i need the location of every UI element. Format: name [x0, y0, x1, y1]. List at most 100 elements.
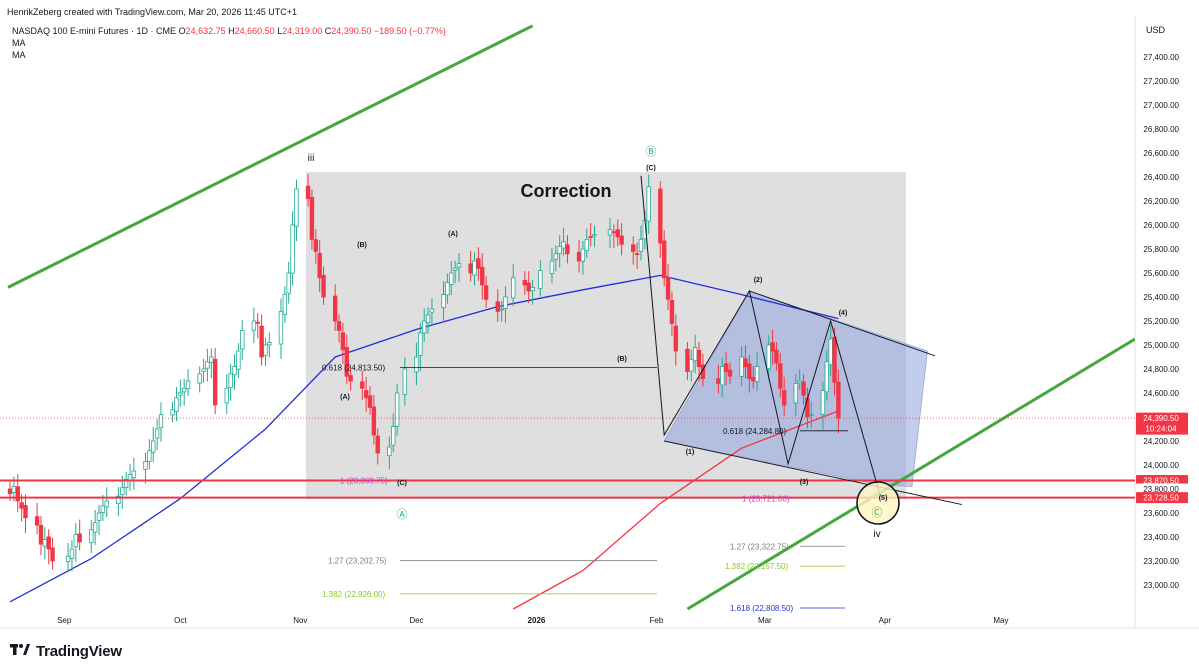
candle	[673, 314, 679, 366]
candle	[259, 314, 264, 366]
candle	[391, 413, 396, 453]
y-tick-label: 27,000.00	[1143, 101, 1179, 110]
candle	[100, 494, 106, 521]
ma-indicator-1[interactable]: MA	[12, 38, 26, 48]
candle	[267, 332, 272, 358]
candle-body	[611, 231, 617, 234]
candle	[414, 342, 419, 386]
wave-label: (B)	[357, 242, 367, 249]
candle-body	[181, 387, 187, 393]
candle	[282, 286, 288, 323]
tradingview-logo[interactable]: TradingView	[10, 641, 122, 661]
candle-body	[739, 356, 744, 377]
candle	[452, 260, 458, 284]
y-tick-label: 26,800.00	[1143, 125, 1179, 134]
wave-label: (C)	[646, 165, 656, 172]
correction-title: Correction	[520, 181, 611, 201]
candle-body	[584, 238, 589, 252]
candle	[592, 225, 597, 248]
price-axis-badge-value: 24,390.50	[1143, 414, 1179, 423]
y-tick-label: 25,800.00	[1143, 245, 1179, 254]
candle-body	[692, 346, 698, 362]
candle-body	[483, 285, 489, 300]
candle	[646, 174, 651, 234]
candle	[661, 230, 667, 287]
candle-body	[278, 310, 284, 345]
candle-body	[828, 338, 833, 365]
candle	[418, 323, 423, 371]
candle-body	[174, 397, 179, 412]
change-value: −189.50 (−0.77%)	[373, 26, 446, 36]
candle	[240, 319, 245, 360]
fib-level-label: 0.618 (24,284.80)	[723, 427, 786, 436]
candle-body	[375, 435, 380, 454]
wedge-upper-line	[749, 290, 936, 357]
candle-body	[50, 547, 55, 562]
candle	[836, 369, 841, 434]
candle	[584, 228, 589, 258]
candle-body	[120, 487, 125, 495]
candle-body	[123, 478, 129, 488]
candle	[313, 229, 319, 264]
candle	[344, 334, 349, 384]
candle	[181, 379, 187, 406]
candle-body	[778, 363, 783, 389]
candle-body	[836, 381, 841, 419]
candle	[317, 240, 322, 293]
candle	[123, 471, 129, 496]
close-label: C	[324, 26, 332, 36]
candle-body	[747, 363, 752, 379]
lower-trend-line	[686, 337, 1135, 611]
candle-body	[824, 361, 829, 393]
wedge-lower-line	[664, 440, 963, 506]
candle	[619, 223, 624, 256]
candle-body	[263, 344, 268, 356]
candle-body	[363, 390, 369, 399]
symbol-legend[interactable]: NASDAQ 100 E-mini Futures · 1D · CME O24…	[12, 25, 446, 37]
candle	[224, 374, 229, 414]
y-tick-label: 23,400.00	[1143, 533, 1179, 542]
candle	[89, 519, 94, 554]
candle	[425, 306, 431, 334]
wave-label: (5)	[879, 495, 888, 502]
candle	[209, 348, 214, 378]
candle-body	[104, 500, 109, 508]
candle	[251, 307, 257, 344]
candle-body	[549, 260, 555, 274]
candle-body	[360, 381, 365, 389]
tradingview-logo-icon	[10, 644, 30, 658]
x-tick-label: May	[993, 616, 1008, 625]
candle-body	[309, 196, 315, 240]
candle-body	[592, 234, 597, 237]
candle	[92, 510, 98, 545]
candle-body	[147, 450, 152, 462]
candle-body	[96, 512, 102, 521]
ma-line-red	[512, 410, 839, 610]
candle-body	[468, 263, 473, 274]
y-tick-label: 25,200.00	[1143, 317, 1179, 326]
candle-body	[511, 277, 516, 299]
candle-body	[7, 488, 13, 495]
candle	[294, 179, 299, 242]
y-tick-label: 27,400.00	[1143, 53, 1179, 62]
price-axis-badge	[1136, 475, 1188, 487]
candle-body	[538, 270, 543, 290]
y-tick-label: 23,600.00	[1143, 509, 1179, 518]
candle	[228, 364, 233, 401]
candle-body	[631, 244, 636, 252]
attribution-text: HenrikZeberg created with TradingView.co…	[7, 7, 298, 17]
candle-body	[727, 369, 733, 377]
candle	[615, 219, 620, 247]
candle	[367, 386, 373, 415]
candle-body	[321, 274, 326, 298]
ma-indicator-2[interactable]: MA	[12, 50, 26, 60]
candle-body	[638, 238, 644, 252]
candle-body	[553, 253, 559, 260]
candle	[824, 350, 829, 401]
price-axis-badge	[1136, 412, 1188, 435]
candle	[402, 357, 408, 406]
candle-body	[228, 373, 233, 388]
currency-label[interactable]: USD	[1146, 25, 1166, 35]
candle-body	[212, 358, 218, 406]
